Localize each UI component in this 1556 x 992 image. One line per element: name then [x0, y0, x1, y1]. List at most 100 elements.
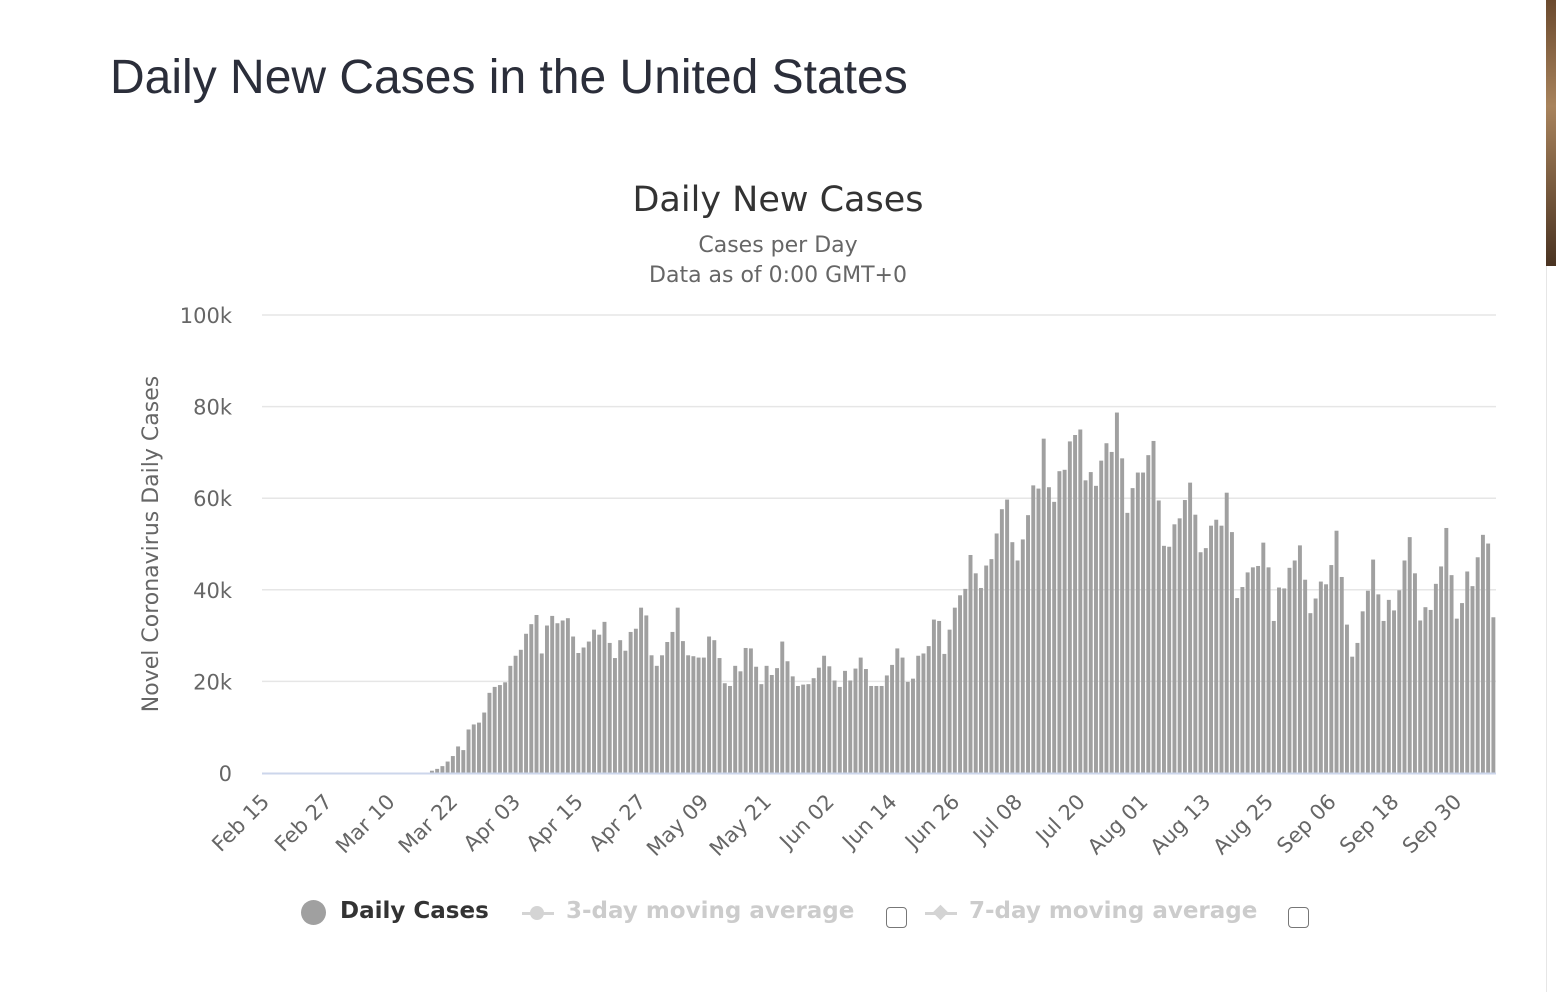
bar[interactable] [644, 615, 649, 773]
bar[interactable] [1067, 441, 1072, 773]
bar[interactable] [1125, 512, 1130, 773]
bar[interactable] [754, 666, 759, 773]
bar[interactable] [1120, 458, 1125, 773]
bar[interactable] [1229, 532, 1234, 773]
bar[interactable] [1423, 607, 1428, 773]
bar[interactable] [795, 685, 800, 773]
bar[interactable] [1465, 571, 1470, 773]
bar[interactable] [1271, 620, 1276, 773]
bar[interactable] [973, 573, 978, 773]
bar[interactable] [707, 636, 712, 773]
bar[interactable] [916, 655, 921, 773]
bar[interactable] [1407, 537, 1412, 773]
bar[interactable] [477, 722, 481, 773]
bar[interactable] [895, 648, 900, 773]
bar[interactable] [1005, 499, 1010, 773]
bar[interactable] [1010, 542, 1015, 773]
bar[interactable] [1480, 534, 1485, 773]
bar[interactable] [827, 666, 832, 773]
bar[interactable] [1386, 599, 1391, 773]
bar[interactable] [649, 655, 654, 773]
bar[interactable] [1057, 471, 1062, 773]
bar[interactable] [1397, 590, 1402, 773]
bar[interactable] [1156, 500, 1161, 773]
bar[interactable] [832, 680, 837, 773]
bar[interactable] [921, 653, 926, 773]
bar[interactable] [612, 658, 617, 773]
bar[interactable] [466, 729, 471, 773]
bar[interactable] [1151, 440, 1156, 773]
bar[interactable] [1198, 552, 1203, 773]
bar[interactable] [759, 684, 764, 773]
bar[interactable] [1177, 518, 1182, 773]
bar[interactable] [874, 685, 879, 773]
bar[interactable] [1188, 482, 1193, 773]
bar[interactable] [534, 614, 539, 773]
bar[interactable] [482, 712, 487, 773]
bar[interactable] [769, 674, 774, 773]
bar[interactable] [1444, 527, 1449, 773]
bar[interactable] [1224, 492, 1229, 773]
bar[interactable] [1167, 546, 1172, 773]
bar[interactable] [1334, 530, 1339, 773]
bar[interactable] [524, 633, 529, 773]
bar[interactable] [1073, 435, 1078, 773]
bar[interactable] [785, 661, 790, 773]
checkbox-3-day-average[interactable] [886, 907, 907, 928]
bar[interactable] [1041, 438, 1046, 773]
bar[interactable] [1303, 579, 1308, 773]
bar[interactable] [843, 670, 847, 773]
bar[interactable] [1324, 584, 1329, 773]
bar[interactable] [1214, 519, 1219, 773]
bar[interactable] [539, 653, 544, 773]
bar[interactable] [1439, 566, 1444, 773]
bar[interactable] [952, 607, 957, 773]
bar[interactable] [665, 642, 670, 773]
bar[interactable] [963, 588, 968, 773]
bar[interactable] [628, 631, 633, 773]
bar[interactable] [984, 565, 989, 773]
bar[interactable] [911, 678, 915, 773]
bar[interactable] [586, 641, 591, 773]
bar[interactable] [618, 640, 623, 773]
bar[interactable] [947, 629, 952, 773]
bar[interactable] [1250, 567, 1255, 773]
bar[interactable] [1475, 557, 1480, 773]
bar[interactable] [450, 756, 455, 773]
bar[interactable] [675, 607, 680, 773]
bar[interactable] [822, 655, 827, 773]
bar[interactable] [1162, 545, 1166, 773]
bar[interactable] [1355, 642, 1360, 773]
bar[interactable] [581, 647, 586, 773]
bar[interactable] [445, 761, 450, 773]
bar[interactable] [1470, 586, 1475, 773]
bar[interactable] [513, 655, 518, 773]
bar[interactable] [1235, 598, 1240, 773]
bar[interactable] [1486, 543, 1491, 773]
bar[interactable] [1078, 429, 1083, 774]
bar[interactable] [1114, 412, 1119, 773]
bar[interactable] [440, 766, 445, 773]
bar[interactable] [1313, 598, 1318, 774]
bar[interactable] [764, 665, 769, 773]
bar[interactable] [1412, 573, 1417, 773]
bar[interactable] [1240, 587, 1245, 773]
bar[interactable] [1402, 560, 1407, 773]
bar[interactable] [691, 656, 696, 773]
bar[interactable] [686, 655, 691, 773]
bar[interactable] [968, 554, 973, 773]
bar[interactable] [1266, 567, 1271, 773]
bar[interactable] [701, 657, 706, 773]
bar[interactable] [623, 650, 628, 773]
bar[interactable] [1083, 480, 1088, 773]
bar[interactable] [775, 668, 779, 773]
bar[interactable] [518, 649, 523, 773]
bar[interactable] [435, 768, 440, 773]
bar[interactable] [1026, 515, 1030, 773]
bar[interactable] [555, 623, 560, 773]
bar[interactable] [487, 692, 492, 773]
bar[interactable] [1371, 559, 1376, 773]
bar[interactable] [1433, 583, 1438, 773]
bar[interactable] [461, 750, 466, 773]
bar[interactable] [607, 642, 612, 773]
